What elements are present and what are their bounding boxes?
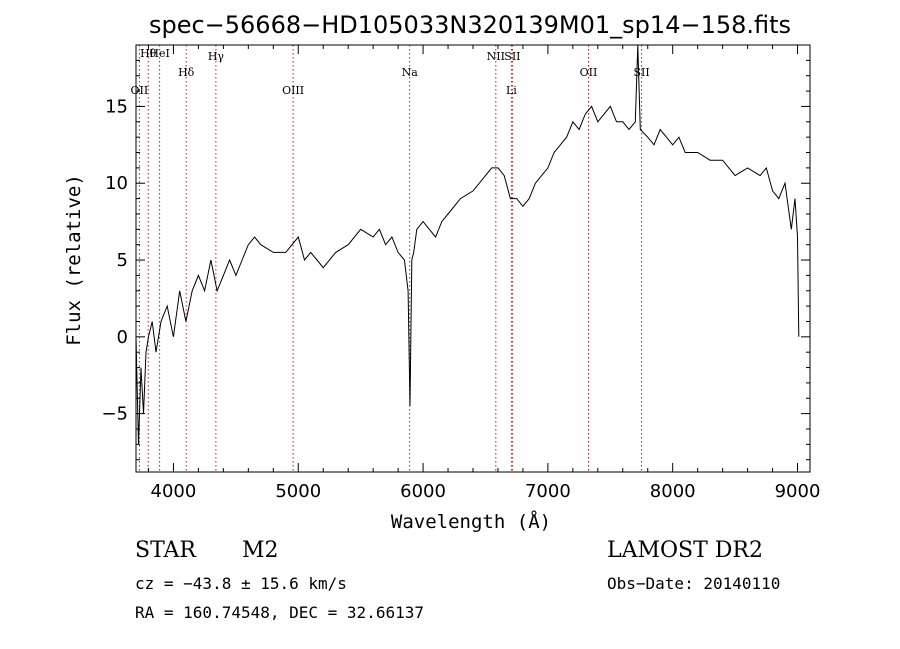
x-tick-label-5: 9000 <box>775 481 821 502</box>
observation-date: Obs−Date: 20140110 <box>607 574 781 593</box>
y-tick-label-1: 0 <box>117 327 128 348</box>
line-marker-label-4: Hγ <box>208 50 225 63</box>
line-marker-label-11: SII <box>633 66 649 79</box>
line-marker-label-3: Hδ <box>178 66 195 79</box>
line-marker-label-0: Hθ <box>140 47 157 60</box>
y-tick-label-2: 5 <box>117 250 128 271</box>
y-tick-label-0: −5 <box>101 404 128 425</box>
x-tick-label-1: 5000 <box>275 481 321 502</box>
chart-title: spec−56668−HD105033N320139M01_sp14−158.f… <box>149 11 791 39</box>
x-tick-label-4: 8000 <box>650 481 696 502</box>
line-marker-label-9: Li <box>506 84 517 97</box>
line-marker-label-1: OII <box>131 84 149 97</box>
y-axis-label: Flux (relative) <box>63 174 85 346</box>
axis-ticks: 4000 5000 6000 7000 8000 9000 −5 0 5 10 15 <box>101 45 820 502</box>
plot-frame <box>135 44 811 473</box>
line-marker-label-2: HeI <box>149 47 169 60</box>
y-tick-label-3: 10 <box>105 173 128 194</box>
ra-dec-coordinates: RA = 160.74548, DEC = 32.66137 <box>135 603 424 622</box>
object-subclass: M2 <box>242 538 279 563</box>
x-axis-label: Wavelength (Å) <box>391 510 551 533</box>
y-tick-label-4: 15 <box>105 96 128 117</box>
spectrum-series-line <box>135 44 800 445</box>
x-tick-label-0: 4000 <box>151 481 197 502</box>
line-marker-label-8: SII <box>504 50 520 63</box>
line-marker-label-5: OIII <box>282 84 304 97</box>
line-marker-label-6: Na <box>402 66 419 79</box>
survey-name: LAMOST DR2 <box>607 538 763 563</box>
object-class: STAR <box>135 538 196 563</box>
x-tick-label-3: 7000 <box>525 481 571 502</box>
redshift-velocity: cz = −43.8 ± 15.6 km/s <box>135 574 347 593</box>
line-marker-label-10: OII <box>580 66 598 79</box>
line-marker-label-7: NII <box>487 50 505 63</box>
x-tick-label-2: 6000 <box>400 481 446 502</box>
